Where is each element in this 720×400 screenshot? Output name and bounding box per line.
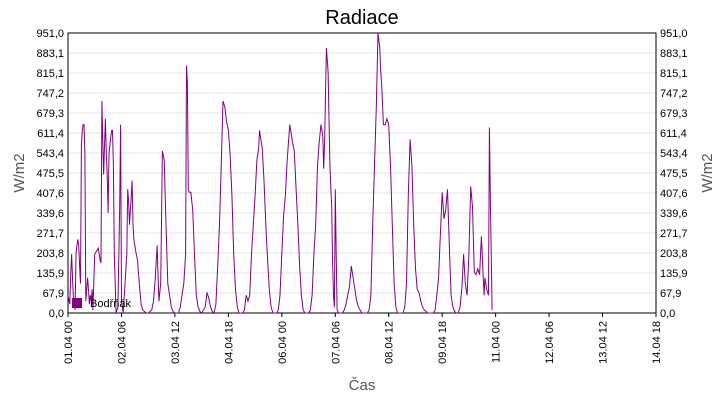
x-tick-label: 13.04 12: [598, 321, 610, 364]
x-tick-label: 09.04 18: [437, 321, 449, 364]
legend-label: Bodřňák: [90, 298, 131, 310]
legend-swatch: [72, 298, 82, 308]
y-axis-label-right: W/m2: [699, 153, 716, 192]
y-tick-label-left: 271,7: [36, 228, 64, 240]
y-tick-label-left: 475,5: [36, 168, 64, 180]
y-tick-label-left: 203,8: [36, 248, 64, 260]
y-tick-label-right: 883,1: [660, 48, 688, 60]
x-tick-label: 01.04 00: [63, 321, 75, 364]
x-tick-label: 12.04 06: [544, 321, 556, 364]
x-tick-label: 04.04 18: [223, 321, 235, 364]
y-tick-label-left: 67,9: [43, 288, 64, 300]
x-tick-label: 08.04 12: [384, 321, 396, 364]
x-tick-label: 11.04 00: [491, 321, 503, 363]
y-tick-label-left: 747,2: [36, 88, 64, 100]
y-tick-label-left: 951,0: [36, 28, 64, 40]
y-axis-label-left: W/m2: [11, 153, 28, 192]
x-tick-label: 02.04 06: [116, 321, 128, 364]
y-tick-label-left: 0,0: [49, 308, 64, 320]
y-axis-right: 0,0 67,9 135,9 203,8 271,7 339,6 407,6 475,5 543…: [660, 28, 688, 320]
y-tick-label-left: 883,1: [36, 48, 64, 60]
y-tick-label-left: 135,9: [36, 268, 64, 280]
series-line-bodrnak: [67, 32, 493, 314]
grid: [68, 32, 656, 314]
y-tick-label-right: 67,9: [660, 288, 681, 300]
y-tick-label-right: 611,4: [660, 128, 687, 140]
x-tick-label: 06.04 00: [277, 321, 289, 364]
y-tick-label-left: 339,6: [36, 208, 64, 220]
x-axis: 01.04 00 02.04 06 03.04 12 04.04 18 06.04 00…: [63, 313, 663, 364]
chart-title: Radiace: [325, 7, 398, 29]
y-tick-label-left: 543,4: [36, 148, 64, 160]
y-axis-left: 0,0 67,9 135,9 203,8 271,7 339,6 407,6 475,5 543…: [36, 28, 64, 320]
y-tick-label-right: 407,6: [660, 188, 688, 200]
y-tick-label-right: 135,9: [660, 268, 688, 280]
y-tick-label-right: 747,2: [660, 88, 688, 100]
y-tick-label-right: 679,3: [660, 108, 688, 120]
y-tick-label-left: 611,4: [37, 128, 64, 140]
legend: Bodřňák: [72, 298, 131, 310]
y-tick-label-right: 475,5: [660, 168, 688, 180]
x-tick-label: 07.04 06: [330, 321, 342, 364]
x-tick-label: 14.04 18: [651, 321, 663, 364]
y-tick-label-left: 407,6: [36, 188, 64, 200]
y-tick-label-right: 815,1: [660, 68, 688, 80]
y-tick-label-left: 815,1: [36, 68, 64, 80]
y-tick-label-right: 951,0: [660, 28, 688, 40]
y-tick-label-right: 339,6: [660, 208, 688, 220]
y-tick-label-right: 271,7: [660, 228, 688, 240]
y-tick-label-right: 0,0: [660, 308, 675, 320]
x-tick-label: 03.04 12: [170, 321, 182, 364]
x-axis-label: Čas: [349, 377, 376, 394]
y-tick-label-right: 203,8: [660, 248, 688, 260]
y-tick-label-left: 679,3: [36, 108, 64, 120]
y-tick-label-right: 543,4: [660, 148, 688, 160]
